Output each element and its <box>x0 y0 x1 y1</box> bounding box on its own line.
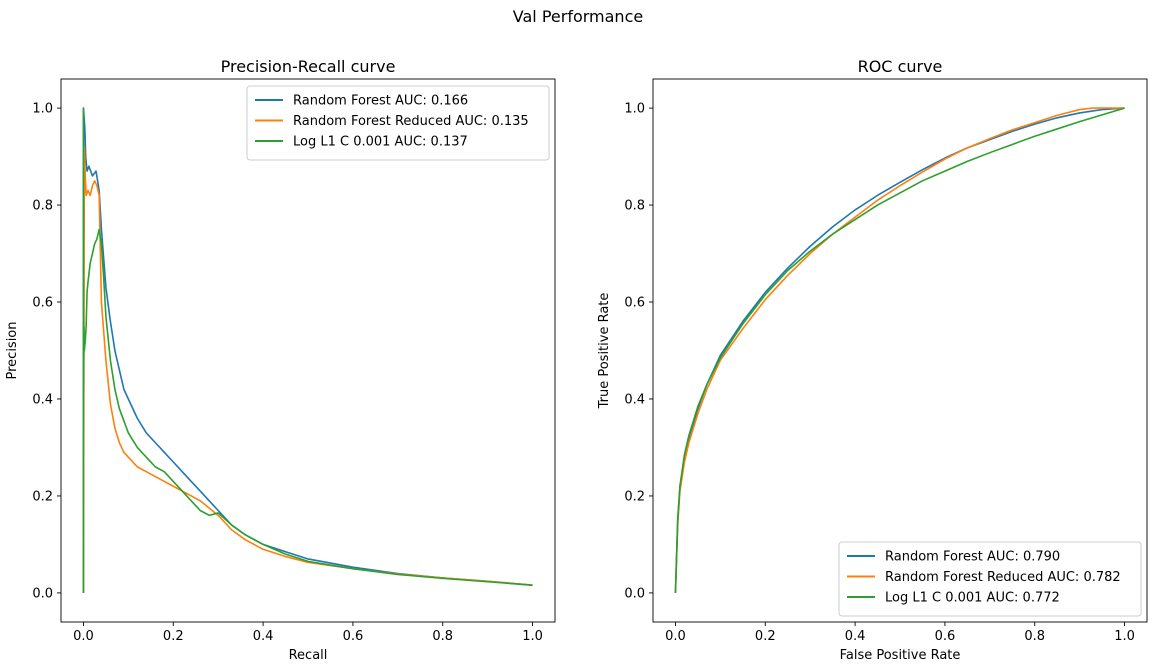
pr-legend: Random Forest AUC: 0.166 Random Forest Re… <box>246 85 550 161</box>
pr-x-axis-label: Recall <box>289 648 328 663</box>
roc-x-tick-label-3: 0.6 <box>935 629 956 644</box>
pr-legend-label-2: Log L1 C 0.001 AUC: 0.137 <box>293 135 468 150</box>
pr-series-line-1 <box>82 146 533 593</box>
pr-axes-frame <box>60 78 556 623</box>
roc-x-tick-label-1: 0.2 <box>755 629 776 644</box>
roc-y-tick-label-3: 0.6 <box>624 296 645 311</box>
roc-series-line-0 <box>674 107 1125 593</box>
roc-legend-label-1: Random Forest Reduced AUC: 0.782 <box>885 570 1121 585</box>
pr-x-tick-label-1: 0.2 <box>163 629 184 644</box>
roc-curve-panel: ROC curve 0.0 0.2 0.4 0.6 0.8 1.0 0.0 0.2 0.4 0.6 0… <box>597 57 1148 663</box>
roc-y-tick-label-4: 0.8 <box>624 199 645 214</box>
roc-x-tick-label-5: 1.0 <box>1114 629 1135 644</box>
roc-y-tick-label-0: 0.0 <box>624 586 645 601</box>
pr-y-tick-label-4: 0.8 <box>32 199 53 214</box>
pr-x-tick-label-2: 0.4 <box>253 629 274 644</box>
roc-y-tick-label-1: 0.2 <box>624 489 645 504</box>
pr-legend-label-1: Random Forest Reduced AUC: 0.135 <box>293 114 529 129</box>
roc-y-axis-label: True Positive Rate <box>597 293 612 410</box>
pr-y-axis-label: Precision <box>5 321 20 379</box>
pr-chart-title: Precision-Recall curve <box>221 57 396 76</box>
pr-y-tick-label-2: 0.4 <box>32 392 53 407</box>
pr-x-tick-label-5: 1.0 <box>522 629 543 644</box>
roc-series-line-1 <box>674 107 1125 593</box>
roc-x-axis-label: False Positive Rate <box>840 648 961 663</box>
pr-series-line-0 <box>82 107 533 593</box>
roc-chart-title: ROC curve <box>858 57 943 76</box>
pr-x-tick-label-3: 0.6 <box>343 629 364 644</box>
figure-suptitle: Val Performance <box>512 7 644 26</box>
pr-x-tick-label-0: 0.0 <box>73 629 94 644</box>
pr-series-line-2 <box>82 107 533 593</box>
pr-y-tick-label-0: 0.0 <box>32 586 53 601</box>
roc-legend: Random Forest AUC: 0.790 Random Forest Re… <box>838 541 1142 617</box>
pr-y-tick-label-1: 0.2 <box>32 489 53 504</box>
roc-legend-label-2: Log L1 C 0.001 AUC: 0.772 <box>885 591 1060 606</box>
roc-legend-label-0: Random Forest AUC: 0.790 <box>885 550 1060 565</box>
roc-x-tick-label-0: 0.0 <box>665 629 686 644</box>
roc-y-tick-label-2: 0.4 <box>624 392 645 407</box>
pr-y-tick-label-5: 1.0 <box>32 102 53 117</box>
roc-x-tick-label-4: 0.8 <box>1024 629 1045 644</box>
roc-axes-frame <box>652 78 1148 623</box>
roc-x-tick-label-2: 0.4 <box>845 629 866 644</box>
roc-series-line-2 <box>674 107 1125 593</box>
pr-legend-label-0: Random Forest AUC: 0.166 <box>293 94 468 109</box>
pr-x-tick-label-4: 0.8 <box>432 629 453 644</box>
pr-curve-panel: Precision-Recall curve 0.0 0.2 0.4 0.6 0.8 1.0… <box>5 57 556 663</box>
pr-y-tick-label-3: 0.6 <box>32 296 53 311</box>
roc-y-tick-label-5: 1.0 <box>624 102 645 117</box>
